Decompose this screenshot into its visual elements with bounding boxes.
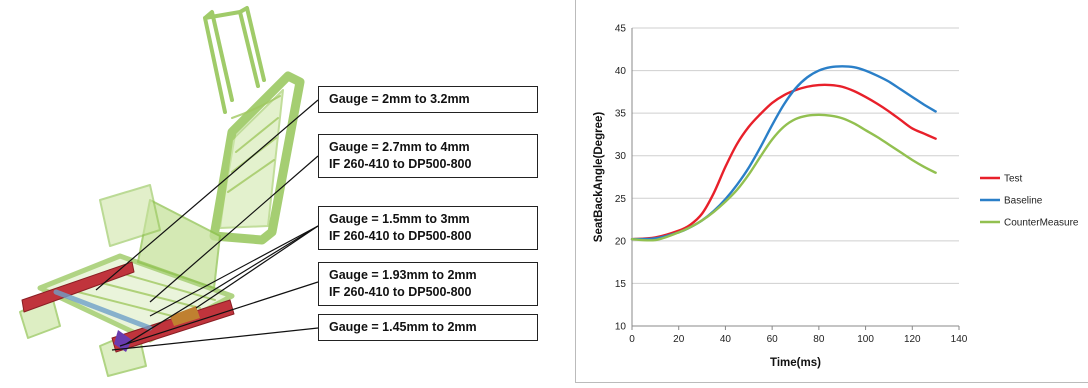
x-tick-label: 40	[720, 334, 732, 345]
legend-label-baseline: Baseline	[1004, 196, 1043, 207]
seat-frame-figure: Gauge = 2mm to 3.2mm Gauge = 2.7mm to 4m…	[19, 6, 538, 377]
series-lines	[630, 65, 937, 242]
y-tick-label: 30	[615, 151, 627, 162]
gauge-text: Gauge = 2.7mm to 4mm	[329, 140, 470, 154]
x-axis-title: Time(ms)	[770, 357, 821, 369]
rail-bracket	[170, 306, 200, 326]
material-text: IF 260-410 to DP500-800	[329, 157, 472, 171]
gauge-annotation-3: Gauge = 1.5mm to 3mm IF 260-410 to DP500…	[318, 206, 538, 250]
legend-label-countermeasure: CounterMeasure	[1004, 218, 1079, 229]
series-line-countermeasure	[630, 113, 937, 242]
seat-frame-illustration	[19, 6, 319, 377]
y-axis-title: SeatBackAngle(Degree)	[593, 112, 605, 243]
gauge-annotation-5: Gauge = 1.45mm to 2mm	[318, 314, 538, 341]
cushion-wires	[69, 269, 216, 319]
material-text: IF 260-410 to DP500-800	[329, 229, 472, 243]
y-tick-label: 10	[615, 322, 627, 333]
x-tick-label: 120	[904, 334, 921, 345]
gauge-text: Gauge = 1.93mm to 2mm	[329, 268, 477, 282]
x-tick-label: 80	[813, 334, 825, 345]
x-tick-label: 20	[673, 334, 685, 345]
seat-frame-drawing	[19, 6, 305, 377]
leader-line-5	[111, 327, 319, 351]
y-tick-label: 15	[615, 279, 627, 290]
leader-line-1	[95, 99, 319, 291]
series-line-test	[630, 83, 937, 241]
leader-line-4	[119, 281, 319, 347]
y-tick-label: 20	[615, 236, 627, 247]
y-tick-label: 40	[615, 66, 627, 77]
leader-line-2	[149, 155, 319, 303]
seatback-angle-chart: 10 15 20 25 30 35 40 45 0 20 40 60 80 100 120 140 Test B…	[575, 0, 1088, 383]
x-tick-label: 140	[951, 334, 968, 345]
gauge-annotation-2: Gauge = 2.7mm to 4mm IF 260-410 to DP500…	[318, 134, 538, 178]
backrest-inner	[219, 89, 284, 229]
y-tick-label: 45	[615, 24, 627, 35]
series-line-baseline	[630, 65, 937, 241]
x-tick-label: 100	[857, 334, 874, 345]
legend: Test Baseline CounterMeasure	[980, 174, 1079, 229]
y-tick-label: 25	[615, 194, 627, 205]
gauge-text: Gauge = 1.45mm to 2mm	[329, 320, 477, 334]
leader-lines	[95, 99, 319, 351]
y-tick-label: 35	[615, 109, 627, 120]
gauge-text: Gauge = 2mm to 3.2mm	[329, 92, 470, 106]
material-text: IF 260-410 to DP500-800	[329, 285, 472, 299]
leader-line-3a	[125, 225, 319, 345]
side-bracket	[99, 184, 161, 247]
cross-tube	[53, 289, 153, 331]
leader-line-3c	[195, 225, 319, 309]
leader-line-3b	[149, 225, 319, 317]
riser-bracket	[114, 330, 132, 352]
legend-label-test: Test	[1004, 174, 1023, 185]
grid-lines	[632, 27, 959, 284]
x-tick-label: 0	[629, 334, 635, 345]
gauge-annotation-1: Gauge = 2mm to 3.2mm	[318, 86, 538, 113]
x-tick-label: 60	[767, 334, 779, 345]
headrest	[203, 6, 266, 114]
axes: 10 15 20 25 30 35 40 45 0 20 40 60 80 100 120 140	[615, 24, 968, 346]
left-rail	[21, 261, 135, 313]
gauge-text: Gauge = 1.5mm to 3mm	[329, 212, 470, 226]
chart-canvas: 10 15 20 25 30 35 40 45 0 20 40 60 80 100 120 140 Test B…	[593, 24, 1079, 370]
gauge-annotation-4: Gauge = 1.93mm to 2mm IF 260-410 to DP50…	[318, 262, 538, 306]
